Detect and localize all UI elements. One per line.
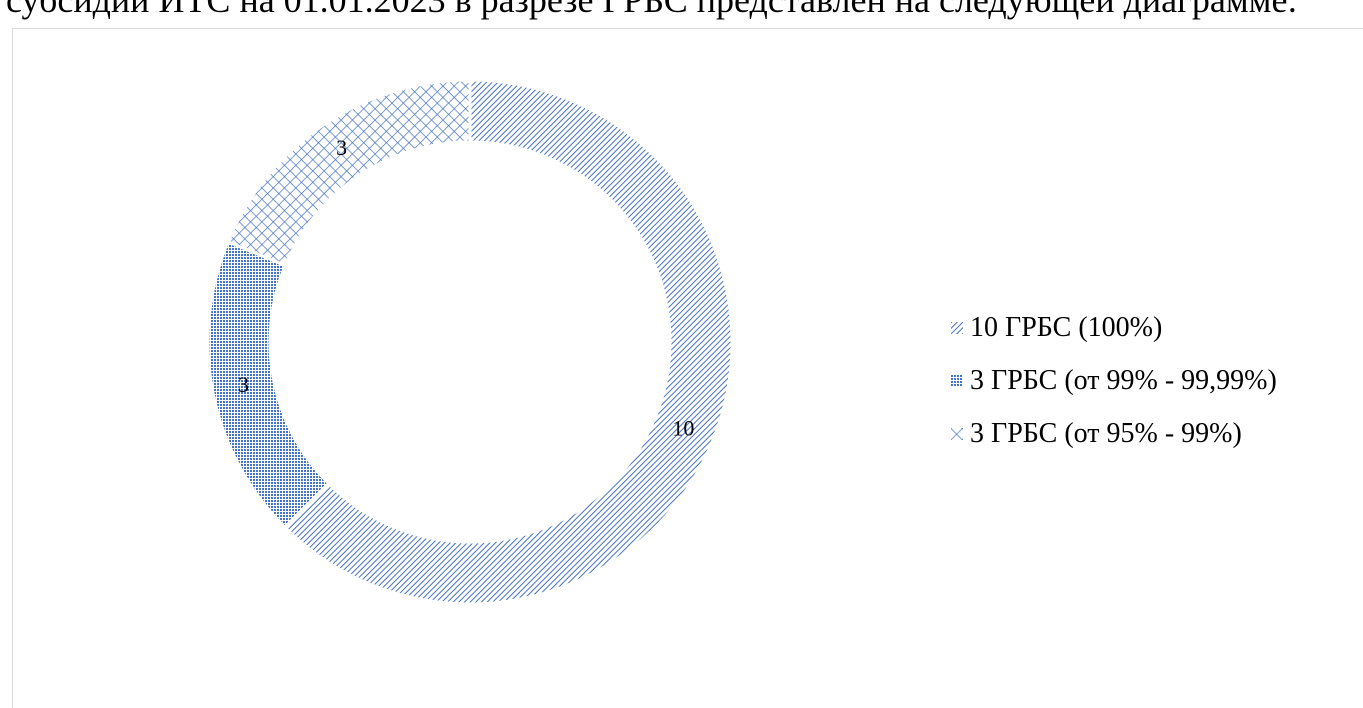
chart-legend: 10 ГРБС (100%) 3 ГРБС (от 99% - 99,99%) … xyxy=(951,301,1277,460)
document-top-text: субсидии ИТС на 01.01.2023 в разрезе ГРБ… xyxy=(6,0,1298,20)
legend-swatch-icon xyxy=(951,427,963,440)
data-label-donut-slice-3a: 3 xyxy=(238,372,249,397)
legend-label: 10 ГРБС (100%) xyxy=(970,311,1163,343)
legend-swatch-icon xyxy=(951,374,963,387)
data-label-donut-slice-3b: 3 xyxy=(336,135,347,160)
donut-slice-3b xyxy=(225,78,472,268)
legend-label: 3 ГРБС (от 99% - 99,99%) xyxy=(970,364,1277,396)
legend-label: 3 ГРБС (от 95% - 99%) xyxy=(970,417,1242,449)
donut-slice-10 xyxy=(282,78,734,606)
legend-swatch-icon xyxy=(951,321,963,334)
chart-area: 10 3 3 10 ГРБС (100%) 3 ГРБС (от 99% - 99,… xyxy=(12,28,1363,708)
legend-item-99: 3 ГРБС (от 99% - 99,99%) xyxy=(951,354,1277,407)
data-label-donut-slice-10: 10 xyxy=(672,415,694,440)
legend-item-95: 3 ГРБС (от 95% - 99%) xyxy=(951,407,1277,460)
donut-slice-3a xyxy=(206,239,331,530)
donut-chart: 10 3 3 xyxy=(206,78,734,606)
legend-item-full: 10 ГРБС (100%) xyxy=(951,301,1277,354)
